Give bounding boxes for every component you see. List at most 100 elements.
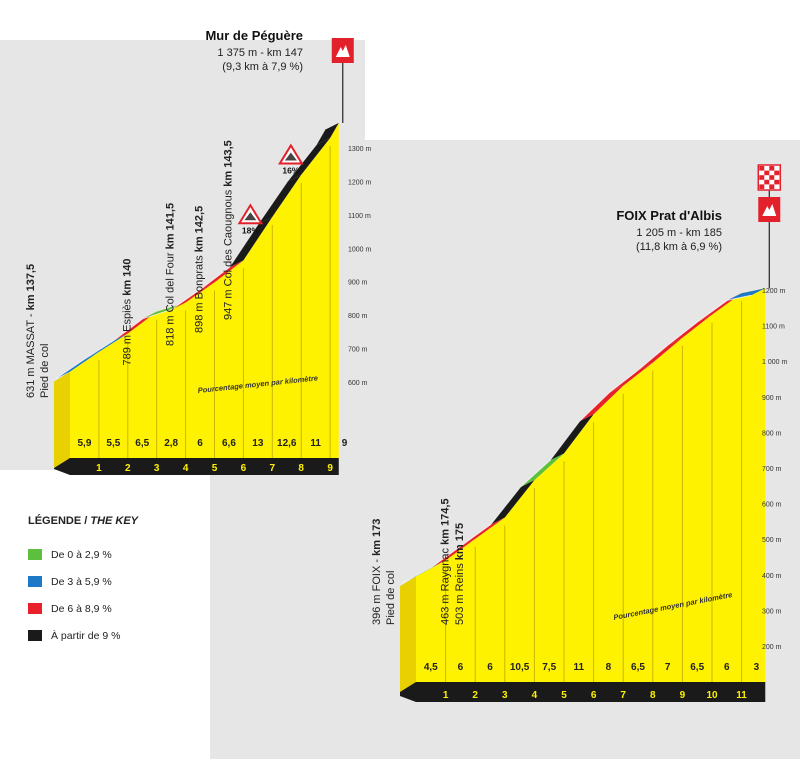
- summit-title: FOIX Prat d'Albis: [616, 208, 722, 223]
- gradient-segment: [609, 362, 653, 393]
- y-tick-label: 800 m: [348, 313, 368, 320]
- gradient-label: 7,5: [542, 662, 556, 673]
- gradient-label: 6: [458, 662, 464, 673]
- finish-flag-check: [759, 184, 765, 189]
- km-label: 8: [298, 463, 304, 474]
- km-label: 1: [443, 690, 449, 701]
- segment-dash: [460, 524, 492, 547]
- waypoint-km: km 173: [371, 519, 383, 556]
- gradient-label: 11: [574, 662, 585, 673]
- finish-flag-check: [769, 175, 775, 180]
- waypoint-place: 947 m Col des Caougnous: [222, 187, 234, 320]
- legend-item: De 0 à 2,9 %: [28, 541, 218, 568]
- km-label: 11: [736, 690, 747, 701]
- summit-stats: (11,8 km à 6,9 %): [636, 241, 722, 253]
- segment-dash: [228, 223, 259, 268]
- km-label: 5: [212, 463, 218, 474]
- gradient-label: 3: [754, 662, 760, 673]
- profile-fill: [416, 288, 766, 682]
- waypoint-km: km 140: [121, 258, 133, 295]
- segment-dash: [727, 294, 752, 301]
- gradient-segment: [490, 480, 535, 525]
- legend: LÉGENDE / THE KEY De 0 à 2,9 % De 3 à 5,…: [28, 515, 218, 649]
- km-label: 4: [532, 690, 538, 701]
- waypoint-km: km 174,5: [439, 498, 451, 544]
- km-label: 9: [680, 690, 686, 701]
- waypoint-place: 818 m Col del Four: [165, 249, 177, 346]
- gradient-label: 6,6: [222, 438, 236, 449]
- y-tick-label: 400 m: [762, 573, 782, 580]
- gradient-label: 5,9: [77, 438, 91, 449]
- gradient-label: 9: [342, 438, 348, 449]
- waypoint-label: 947 m Col des Caougnous km 143,5: [222, 140, 234, 320]
- gradient-label: 6: [487, 662, 493, 673]
- segment-dash: [315, 129, 326, 146]
- waypoint-place: 396 m FOIX -: [371, 556, 383, 625]
- waypoint-km: km 141,5: [165, 203, 177, 249]
- gradient-segment: [171, 282, 215, 310]
- profile-base-strip: [54, 458, 339, 475]
- finish-flag-check: [759, 175, 765, 180]
- gradient-segment: [698, 293, 742, 322]
- km-label: 3: [154, 463, 160, 474]
- km-label: 7: [620, 690, 626, 701]
- waypoint-km: km 143,5: [222, 140, 234, 186]
- finish-flag-check: [764, 179, 770, 185]
- km-label: 6: [241, 463, 247, 474]
- gradient-label: 12,6: [277, 438, 297, 449]
- gradient-label: 6: [197, 438, 203, 449]
- gradient-label: 6,5: [690, 662, 704, 673]
- waypoint-km: km 142,5: [194, 206, 206, 252]
- legend-swatch-green: [28, 549, 42, 560]
- finish-flag-check: [769, 184, 775, 189]
- segment-dash: [113, 318, 144, 341]
- profile-side-face: [54, 371, 70, 475]
- segment-dash: [579, 392, 610, 422]
- gradient-label: 6: [724, 662, 730, 673]
- y-tick-label: 900 m: [762, 395, 782, 402]
- km-label: 2: [125, 463, 131, 474]
- gradient-segment: [638, 337, 683, 370]
- km-label: 8: [650, 690, 656, 701]
- km-label: 6: [591, 690, 597, 701]
- km-label: 2: [472, 690, 478, 701]
- y-tick-label: 1100 m: [348, 213, 371, 220]
- legend-label: De 6 à 8,9 %: [51, 602, 112, 615]
- segment-dash: [608, 369, 640, 394]
- gradient-segment: [287, 137, 331, 182]
- km-label: 4: [183, 463, 189, 474]
- segment-dash: [697, 299, 728, 322]
- gradient-segment: [258, 174, 302, 224]
- warning-label: 18%: [242, 225, 259, 235]
- finish-flag-check: [774, 179, 780, 185]
- finish-flag-check: [764, 170, 770, 176]
- legend-item: De 6 à 8,9 %: [28, 595, 218, 622]
- waypoint-label: 898 m Bonprats km 142,5: [194, 206, 206, 333]
- segment-dash: [84, 340, 115, 360]
- profile-prat-albis: 4,5 6 6 10,5 7,5 11 8 6,5 7 6,5 6 3 1 2 3 4 5 6 7 8 9 10 11 200…: [371, 164, 787, 702]
- profile-peguere: 5,9 5,5 6,5 2,8 6 6,6 13 12,6 11 9 1 2 3 4 5 6 7 8 9 600 m 7…: [25, 28, 372, 475]
- y-tick-label: 900 m: [348, 280, 368, 287]
- legend-swatch-black: [28, 630, 42, 641]
- segment-dash: [490, 486, 521, 525]
- gradient-label: 6,5: [135, 438, 149, 449]
- gradient-segment: [56, 351, 99, 379]
- summit-flag-icon: [331, 38, 354, 63]
- segment-dash: [55, 358, 86, 380]
- gradient-segment: [550, 414, 594, 461]
- gradient-segment: [461, 517, 505, 546]
- y-tick-label: 1200 m: [348, 179, 372, 186]
- segment-dash: [520, 460, 551, 488]
- summit-altitude: 1 205 m - km 185: [636, 227, 722, 239]
- waypoint-label: 789 m Espiès km 140: [121, 258, 133, 365]
- waypoint-place: 503 m Reins: [454, 560, 466, 625]
- legend-swatch-blue: [28, 576, 42, 587]
- warning-label: 16%: [282, 165, 299, 175]
- y-tick-label: 500 m: [762, 537, 782, 544]
- km-label: 10: [706, 690, 718, 701]
- y-tick-label: 1000 m: [348, 246, 372, 253]
- finish-flag-check: [769, 166, 775, 171]
- gradient-label: 13: [252, 438, 264, 449]
- gradient-label: 4,5: [424, 662, 438, 673]
